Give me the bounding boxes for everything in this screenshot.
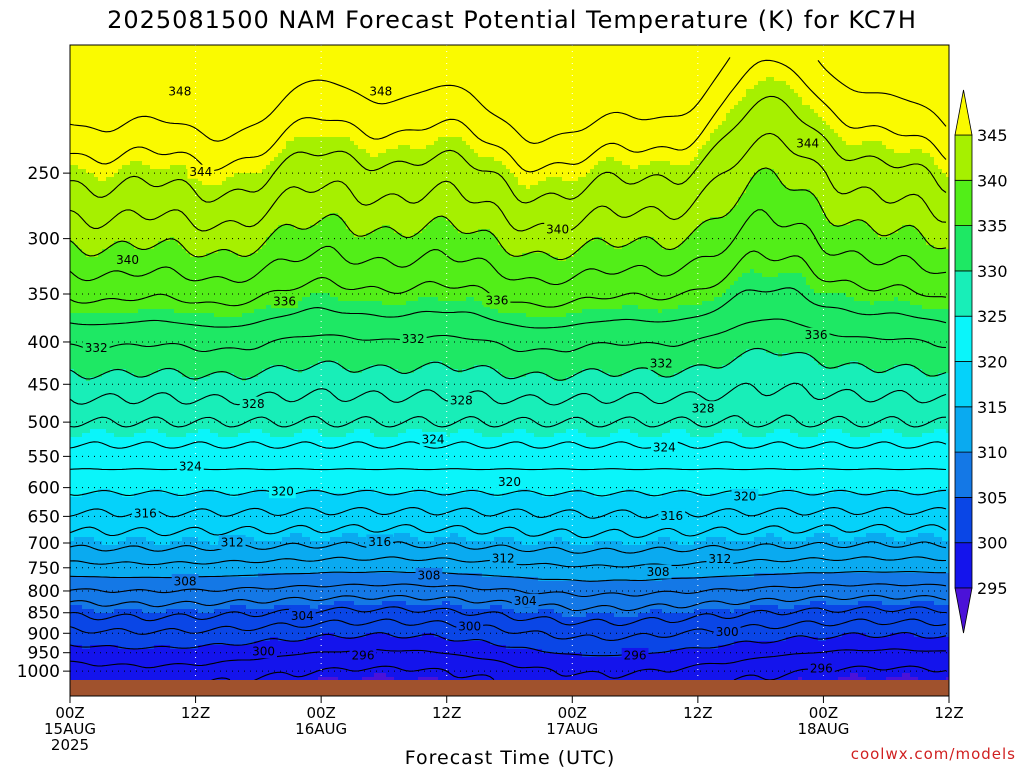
contour-label: 320 bbox=[498, 475, 521, 489]
colorbar-segment bbox=[955, 226, 972, 271]
x-tick-label: 12Z bbox=[683, 704, 712, 722]
colorbar-tick-label: 310 bbox=[977, 443, 1008, 462]
y-tick-label: 750 bbox=[28, 559, 60, 579]
colorbar: 295 300 305 310 315 320 325 330 335 340 345 bbox=[955, 90, 1008, 633]
colorbar-segment bbox=[955, 362, 972, 407]
contour-label: 348 bbox=[369, 85, 392, 99]
contour-label: 324 bbox=[179, 460, 202, 474]
contour-label: 308 bbox=[647, 565, 670, 579]
contour-label: 332 bbox=[650, 356, 673, 370]
contour-label: 304 bbox=[514, 594, 537, 608]
colorbar-tick-label: 345 bbox=[977, 126, 1008, 145]
colorbar-tick-label: 320 bbox=[977, 353, 1008, 372]
contour-label: 316 bbox=[660, 509, 683, 523]
ground-bar bbox=[70, 680, 949, 696]
colorbar-tick-label: 305 bbox=[977, 488, 1008, 507]
contour-label: 324 bbox=[653, 441, 676, 455]
contour-label: 320 bbox=[271, 485, 294, 499]
colorbar-segment bbox=[955, 407, 972, 452]
y-tick-label: 450 bbox=[28, 375, 60, 395]
x-tick-label: 12Z bbox=[432, 704, 461, 722]
y-tick-label: 850 bbox=[28, 604, 60, 624]
colorbar-segment bbox=[955, 271, 972, 316]
contour-label: 304 bbox=[291, 609, 314, 623]
x-tick-label: 12Z bbox=[181, 704, 210, 722]
contour-label: 316 bbox=[368, 535, 391, 549]
contour-label: 344 bbox=[189, 165, 212, 179]
colorbar-tick-label: 325 bbox=[977, 307, 1008, 326]
y-tick-label: 900 bbox=[28, 624, 60, 644]
contour-label: 340 bbox=[116, 253, 139, 267]
contour-label: 340 bbox=[546, 222, 569, 236]
contour-label: 348 bbox=[168, 85, 191, 99]
contour-label: 328 bbox=[242, 397, 265, 411]
colorbar-top-arrow bbox=[955, 90, 972, 135]
colorbar-tick-label: 300 bbox=[977, 534, 1008, 553]
y-tick-label: 950 bbox=[28, 644, 60, 664]
y-tick-label: 1000 bbox=[17, 662, 60, 682]
colorbar-segment bbox=[955, 180, 972, 225]
chart-title: 2025081500 NAM Forecast Potential Temper… bbox=[107, 6, 917, 34]
contour-label: 300 bbox=[458, 620, 481, 634]
x-tick-label: 2025 bbox=[51, 736, 89, 754]
contour-label: 328 bbox=[450, 393, 473, 407]
y-tick-label: 700 bbox=[28, 534, 60, 554]
contour-label: 308 bbox=[174, 574, 197, 588]
colorbar-segment bbox=[955, 543, 972, 588]
contour-label: 332 bbox=[402, 332, 425, 346]
y-axis: 2503003504004505005506006507007508008509… bbox=[17, 164, 70, 682]
y-tick-label: 350 bbox=[28, 285, 60, 305]
colorbar-segment bbox=[955, 135, 972, 180]
y-tick-label: 250 bbox=[28, 164, 60, 184]
contour-label: 336 bbox=[485, 294, 508, 308]
y-tick-label: 650 bbox=[28, 507, 60, 527]
x-tick-label: 12Z bbox=[934, 704, 963, 722]
contour-label: 308 bbox=[417, 568, 440, 582]
contour-label: 296 bbox=[810, 662, 833, 676]
colorbar-tick-label: 315 bbox=[977, 398, 1008, 417]
x-tick-label: 18AUG bbox=[797, 720, 849, 738]
contour-label: 320 bbox=[733, 489, 756, 503]
y-tick-label: 600 bbox=[28, 479, 60, 499]
contour-label: 312 bbox=[708, 552, 731, 566]
colorbar-segment bbox=[955, 497, 972, 542]
contour-label: 316 bbox=[134, 507, 157, 521]
contour-label: 324 bbox=[422, 432, 445, 446]
contour-label: 296 bbox=[624, 648, 647, 662]
contour-label: 312 bbox=[492, 552, 515, 566]
contour-label: 336 bbox=[805, 328, 828, 342]
colorbar-bottom-arrow bbox=[955, 588, 972, 633]
credit-text: coolwx.com/models bbox=[851, 745, 1016, 763]
x-tick-label: 16AUG bbox=[295, 720, 347, 738]
contour-label: 296 bbox=[352, 648, 375, 662]
colorbar-tick-label: 295 bbox=[977, 579, 1008, 598]
contour-label: 344 bbox=[796, 137, 819, 151]
y-tick-label: 800 bbox=[28, 582, 60, 602]
contour-label: 336 bbox=[273, 295, 296, 309]
contour-label: 300 bbox=[252, 645, 275, 659]
y-tick-label: 550 bbox=[28, 447, 60, 467]
x-axis-title: Forecast Time (UTC) bbox=[405, 747, 615, 768]
y-tick-label: 500 bbox=[28, 413, 60, 433]
colorbar-tick-label: 335 bbox=[977, 217, 1008, 236]
contour-label: 312 bbox=[221, 535, 244, 549]
contour-label: 332 bbox=[85, 341, 108, 355]
y-tick-label: 300 bbox=[28, 230, 60, 250]
y-tick-label: 400 bbox=[28, 333, 60, 353]
x-tick-label: 17AUG bbox=[546, 720, 598, 738]
contour-label: 300 bbox=[716, 625, 739, 639]
contour-label: 328 bbox=[692, 402, 715, 416]
colorbar-tick-label: 330 bbox=[977, 262, 1008, 281]
colorbar-tick-label: 340 bbox=[977, 171, 1008, 190]
colorbar-segment bbox=[955, 316, 972, 361]
colorbar-segment bbox=[955, 452, 972, 497]
